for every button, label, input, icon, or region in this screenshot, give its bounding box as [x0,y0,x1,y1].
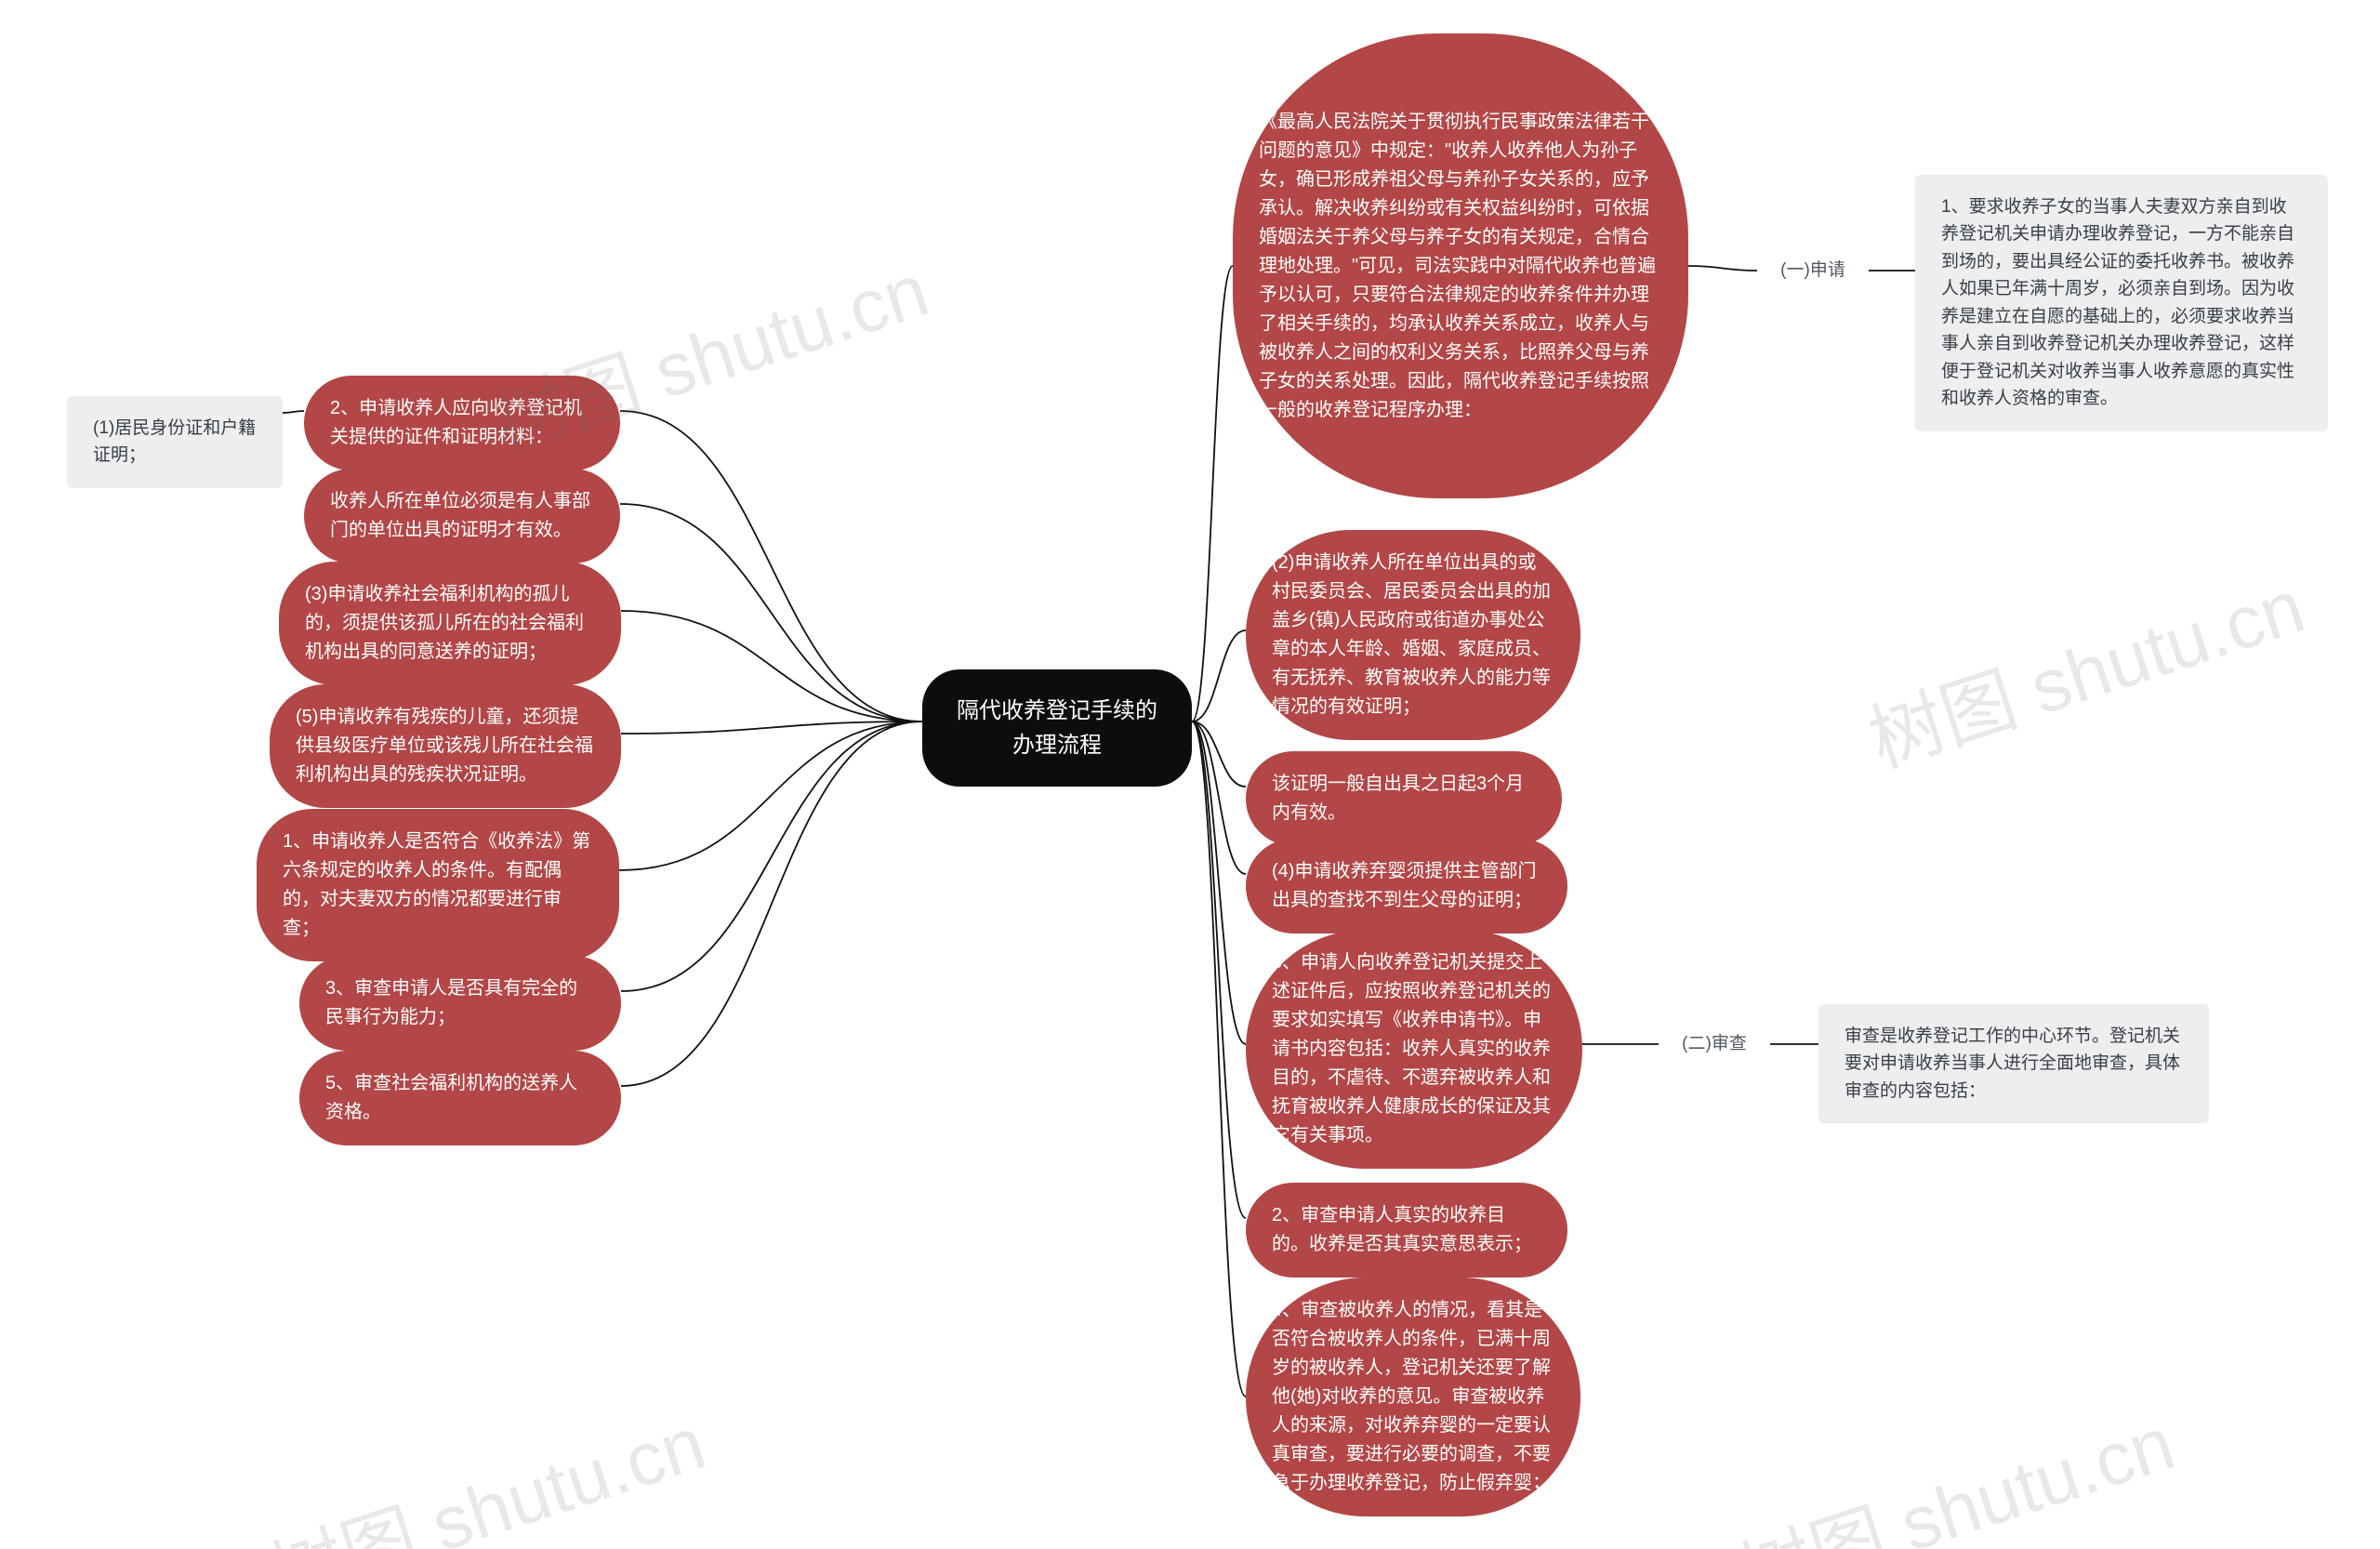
mindmap-node[interactable]: 4、审查被收养人的情况，看其是否符合被收养人的条件，已满十周岁的被收养人，登记机… [1246,1278,1580,1516]
mindmap-node[interactable]: 该证明一般自出具之日起3个月内有效。 [1246,751,1562,846]
mindmap-node[interactable]: 2、申请收养人应向收养登记机关提供的证件和证明材料： [304,376,620,470]
branch-label: (一)申请 [1757,257,1869,285]
branch-label: (二)审查 [1659,1030,1770,1058]
mindmap-node[interactable]: (4)申请收养弃婴须提供主管部门出具的查找不到生父母的证明； [1246,839,1567,933]
mindmap-node[interactable]: (5)申请收养有残疾的儿童，还须提供县级医疗单位或该残儿所在社会福利机构出具的残… [270,684,621,808]
mindmap-node[interactable]: 《最高人民法院关于贯彻执行民事政策法律若干问题的意见》中规定："收养人收养他人为… [1233,33,1688,498]
mindmap-node[interactable]: (2)申请收养人所在单位出具的或村民委员会、居民委员会出具的加盖乡(镇)人民政府… [1246,530,1580,740]
center-node[interactable]: 隔代收养登记手续的办理流程 [922,669,1192,787]
mindmap-node[interactable]: 5、审查社会福利机构的送养人资格。 [299,1051,621,1145]
mindmap-node[interactable]: (1)居民身份证和户籍证明； [67,396,283,488]
mindmap-node[interactable]: 审查是收养登记工作的中心环节。登记机关要对申请收养当事人进行全面地审查，具体审查… [1818,1004,2209,1123]
watermark: 树图 shutu.cn [255,1384,717,1549]
mindmap-node[interactable]: 3、申请人向收养登记机关提交上述证件后，应按照收养登记机关的要求如实填写《收养申… [1246,930,1582,1169]
mindmap-node[interactable]: 1、申请收养人是否符合《收养法》第六条规定的收养人的条件。有配偶的，对夫妻双方的… [257,809,619,961]
mindmap-node[interactable]: 3、审查申请人是否具有完全的民事行为能力； [299,956,621,1051]
watermark: 树图 shutu.cn [1724,1384,2186,1549]
mindmap-node[interactable]: 1、要求收养子女的当事人夫妻双方亲自到收养登记机关申请办理收养登记，一方不能亲自… [1915,175,2328,431]
watermark: 树图 shutu.cn [1854,547,2316,788]
mindmap-node[interactable]: 收养人所在单位必须是有人事部门的单位出具的证明才有效。 [304,469,620,563]
mindmap-node[interactable]: (3)申请收养社会福利机构的孤儿的，须提供该孤儿所在的社会福利机构出具的同意送养… [279,562,621,685]
mindmap-node[interactable]: 2、审查申请人真实的收养目的。收养是否其真实意思表示； [1246,1183,1567,1278]
